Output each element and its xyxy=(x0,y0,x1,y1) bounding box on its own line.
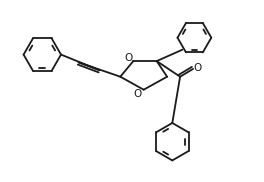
Text: O: O xyxy=(194,63,202,73)
Text: O: O xyxy=(133,89,141,99)
Text: O: O xyxy=(125,53,133,63)
